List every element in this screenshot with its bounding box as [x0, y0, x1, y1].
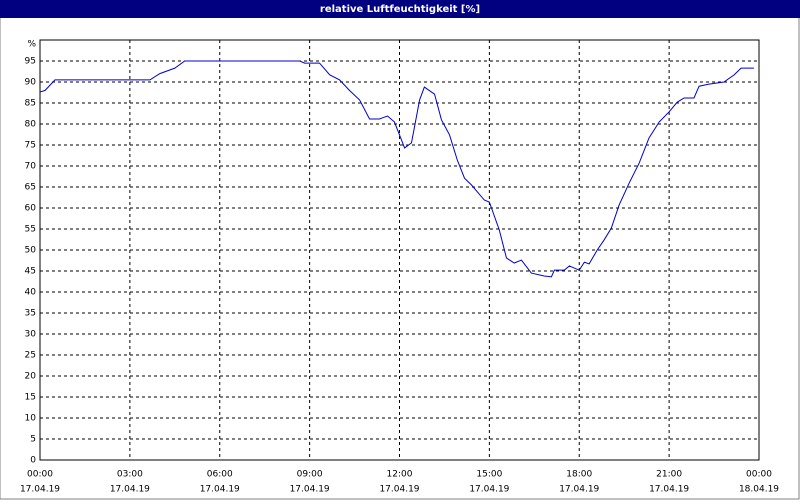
- y-tick-label: 90: [25, 78, 37, 88]
- title-bar: [0, 0, 800, 18]
- y-tick-label: 45: [25, 267, 36, 277]
- x-tick-date: 18.04.19: [739, 485, 779, 495]
- x-tick-label: 00:00: [746, 470, 772, 480]
- y-tick-label: 70: [25, 162, 37, 172]
- y-tick-label: 20: [25, 372, 37, 382]
- x-tick-date: 17.04.19: [20, 485, 60, 495]
- x-tick-label: 21:00: [656, 470, 682, 480]
- data-line: [39, 60, 754, 278]
- y-tick-label: 95: [25, 57, 36, 67]
- x-tick-label: 18:00: [566, 470, 592, 480]
- x-tick-date: 17.04.19: [649, 485, 689, 495]
- x-tick-date: 17.04.19: [469, 485, 509, 495]
- x-tick-date: 17.04.19: [200, 485, 240, 495]
- y-tick-label: 50: [25, 246, 37, 256]
- y-tick-label: 15: [25, 393, 36, 403]
- chart-title: relative Luftfeuchtigkeit [%]: [320, 4, 480, 15]
- x-tick-date: 17.04.19: [559, 485, 599, 495]
- x-tick-label: 15:00: [476, 470, 502, 480]
- x-tick-label: 09:00: [297, 470, 323, 480]
- x-tick-date: 17.04.19: [110, 485, 150, 495]
- x-tick-date: 17.04.19: [379, 485, 419, 495]
- y-tick-label: 35: [25, 309, 36, 319]
- y-tick-label: 55: [25, 225, 36, 235]
- x-tick-label: 00:00: [27, 470, 53, 480]
- x-tick-label: 12:00: [387, 470, 413, 480]
- y-tick-label: 10: [25, 414, 37, 424]
- x-tick-label: 06:00: [207, 470, 233, 480]
- y-tick-label: 25: [25, 351, 36, 361]
- y-tick-label: 0: [30, 456, 36, 466]
- y-tick-label: 65: [25, 183, 36, 193]
- y-tick-label: 30: [25, 330, 37, 340]
- y-tick-label: 85: [25, 99, 36, 109]
- x-tick-date: 17.04.19: [290, 485, 330, 495]
- y-tick-label: 80: [25, 120, 37, 130]
- y-tick-label: 75: [25, 141, 36, 151]
- x-tick-label: 03:00: [117, 470, 143, 480]
- y-tick-label: 40: [25, 288, 37, 298]
- y-tick-label: 60: [25, 204, 37, 214]
- y-unit-label: %: [27, 40, 36, 50]
- y-tick-label: 5: [30, 435, 36, 445]
